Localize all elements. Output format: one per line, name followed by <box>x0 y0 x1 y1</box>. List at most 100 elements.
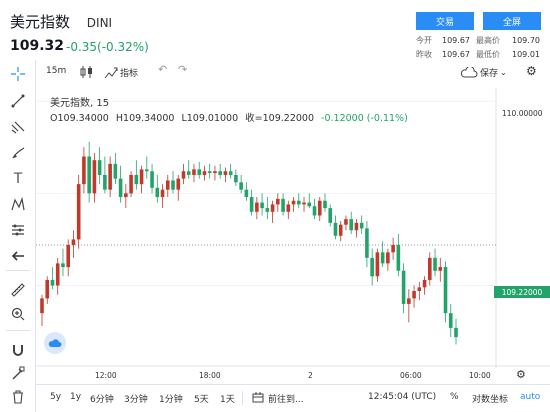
candle-body <box>150 171 154 188</box>
candle-body <box>338 224 343 236</box>
candle-body <box>50 279 55 286</box>
candle-body <box>438 267 443 271</box>
range-button[interactable]: 5天 <box>194 395 209 405</box>
candle-body <box>448 313 453 328</box>
candle-body <box>291 200 296 205</box>
candle-body <box>139 169 144 185</box>
lock-drawing-icon[interactable] <box>8 363 28 383</box>
candle-body <box>427 257 432 280</box>
goto-date-icon[interactable] <box>252 392 264 406</box>
tradingview-logo-icon[interactable] <box>44 332 66 354</box>
range-button[interactable]: 1天 <box>220 395 235 405</box>
candle-body <box>296 200 301 205</box>
log-scale-toggle[interactable]: 对数坐标 <box>472 395 509 405</box>
chart-legend-title: 美元指数, 15 <box>50 98 110 109</box>
high-label: 最高价 <box>476 35 500 45</box>
indicators-icon <box>104 67 118 78</box>
ruler-icon[interactable] <box>8 280 28 300</box>
candle-body <box>113 163 118 179</box>
range-button[interactable]: 5y <box>50 392 62 402</box>
low-label: 最低价 <box>476 49 500 59</box>
price-change: -0.35(-0.32%) <box>66 40 149 54</box>
symbol-title: 美元指数 DINI <box>10 11 112 32</box>
candle-body <box>239 182 243 190</box>
save-label: 保存 <box>480 69 499 79</box>
legend-close: 收=109.22000 <box>245 113 314 124</box>
candle-body <box>307 202 312 207</box>
candle-body <box>165 180 170 190</box>
text-tool-icon[interactable]: T <box>13 171 23 187</box>
candle-body <box>40 298 44 314</box>
candle-body <box>333 222 338 236</box>
candle-body <box>103 174 107 190</box>
undo-icon[interactable]: ↶ <box>158 63 168 76</box>
redo-icon[interactable]: ↷ <box>178 63 188 76</box>
toolbar-divider <box>6 270 30 271</box>
fib-tool-icon[interactable] <box>8 117 28 137</box>
interval-selector[interactable]: 15m <box>46 66 67 76</box>
indicators-label: 指标 <box>120 69 139 79</box>
candle-body <box>87 156 91 194</box>
legend-low: L109.01000 <box>181 113 239 124</box>
candle-body <box>145 169 149 172</box>
candle-body <box>349 219 353 231</box>
zoom-in-icon[interactable] <box>8 304 28 324</box>
trend-line-icon[interactable] <box>8 91 28 111</box>
clock-time[interactable]: 12:45:04 (UTC) <box>368 392 437 402</box>
candle-body <box>396 244 401 271</box>
grid-lines <box>36 100 496 286</box>
crosshair-icon[interactable] <box>8 64 28 84</box>
candle-body <box>218 171 222 175</box>
current-price-tag: 109.22000 <box>494 286 550 298</box>
range-button[interactable]: 3分钟 <box>124 395 148 405</box>
candle-body <box>443 267 448 314</box>
range-button[interactable]: 1y <box>70 392 82 402</box>
open-label: 今开 <box>416 35 432 45</box>
candle-body <box>129 174 133 194</box>
candle-body <box>234 174 238 183</box>
candle-body <box>454 327 458 338</box>
candle-body <box>265 208 270 212</box>
candle-body <box>255 202 259 212</box>
symbol-code: DINI <box>86 16 113 30</box>
brush-icon[interactable] <box>8 143 28 163</box>
candle-body <box>45 279 50 299</box>
candle-body <box>155 187 160 198</box>
range-button[interactable]: 6分钟 <box>90 395 114 405</box>
back-arrow-icon[interactable] <box>8 246 28 266</box>
candle-type-icon[interactable] <box>80 66 94 78</box>
x-axis-tick: 10:00 <box>469 371 491 380</box>
magnet-icon[interactable] <box>8 340 28 360</box>
candle-body <box>82 156 86 185</box>
candle-body <box>433 257 437 271</box>
percent-toggle[interactable]: % <box>450 392 459 402</box>
candle-body <box>202 171 207 175</box>
x-axis-tick: 2 <box>308 371 313 380</box>
candle-body <box>197 169 202 175</box>
trash-icon[interactable] <box>8 387 28 407</box>
candle-body <box>312 206 317 216</box>
pattern-tool-icon[interactable] <box>8 194 28 214</box>
prev-close-label: 昨收 <box>416 49 432 59</box>
range-button[interactable]: 1分钟 <box>159 395 183 405</box>
auto-scale-toggle[interactable]: auto <box>520 392 541 402</box>
candle-body <box>380 252 385 264</box>
settings-gear-icon[interactable]: ⚙ <box>526 64 537 78</box>
candle-body <box>359 222 364 229</box>
header: 美元指数 DINI 109.32 -0.35(-0.32%) 交易 全屏 今开 … <box>0 0 550 60</box>
y-axis-tick: 110.00000 <box>502 109 543 118</box>
indicators-button[interactable]: 指标 <box>104 66 138 79</box>
candle-body <box>118 178 123 198</box>
fullscreen-button[interactable]: 全屏 <box>483 12 541 30</box>
candle-body <box>407 298 411 304</box>
open-value: 109.67 <box>442 35 470 45</box>
trade-button[interactable]: 交易 <box>416 12 474 30</box>
axis-settings-gear-icon[interactable]: ⚙ <box>516 368 526 381</box>
save-button[interactable]: 保存 ⌄ <box>460 66 507 79</box>
goto-date-button[interactable]: 前往到... <box>268 395 304 405</box>
price-chart[interactable] <box>36 88 550 368</box>
measure-tool-icon[interactable] <box>8 220 28 240</box>
candle-body <box>160 189 165 198</box>
cloud-icon <box>460 66 478 77</box>
candle-body <box>244 189 249 198</box>
